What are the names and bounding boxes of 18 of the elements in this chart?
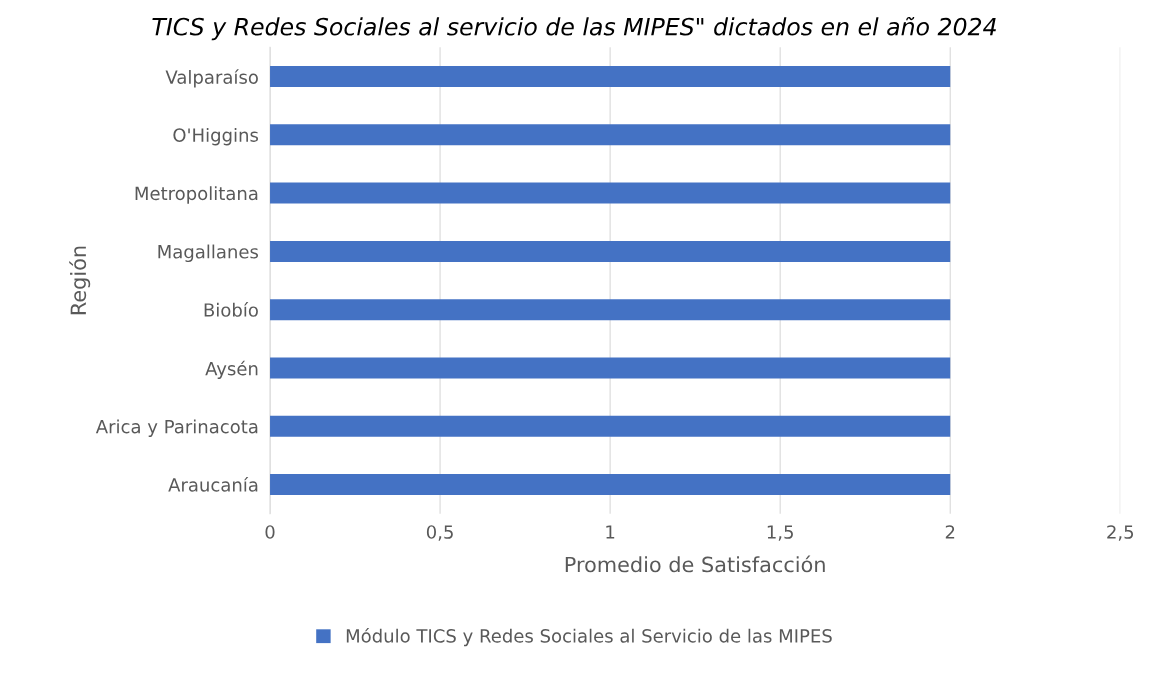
chart-title: TICS y Redes Sociales al servicio de las MIPES" dictados en el año 2024 [152, 16, 996, 41]
x-tick-label: 2 [945, 525, 955, 539]
x-tick-label: 2,5 [1107, 525, 1134, 541]
x-tick-label: 0 [265, 525, 275, 539]
x-tick-label: 1 [606, 525, 615, 539]
y-tick-label: Metropolitana [135, 186, 258, 204]
y-tick-label: Valparaíso [165, 69, 258, 88]
y-axis-title: Región [69, 246, 91, 315]
y-tick-label: O'Higgins [173, 127, 259, 146]
legend-label: Módulo TICS y Redes Sociales al Servicio de las MIPES [346, 628, 832, 647]
x-axis-title: Promedio de Satisfacción [565, 555, 825, 573]
y-tick-label: Araucanía [168, 477, 258, 492]
x-tick-label: 0,5 [426, 525, 453, 541]
y-tick-label: Arica y Parinacota [95, 419, 258, 437]
y-tick-label: Biobío [204, 302, 258, 317]
y-tick-label: Aysén [205, 360, 258, 379]
y-tick-label: Magallanes [158, 244, 259, 262]
x-tick-label: 1,5 [767, 525, 793, 541]
